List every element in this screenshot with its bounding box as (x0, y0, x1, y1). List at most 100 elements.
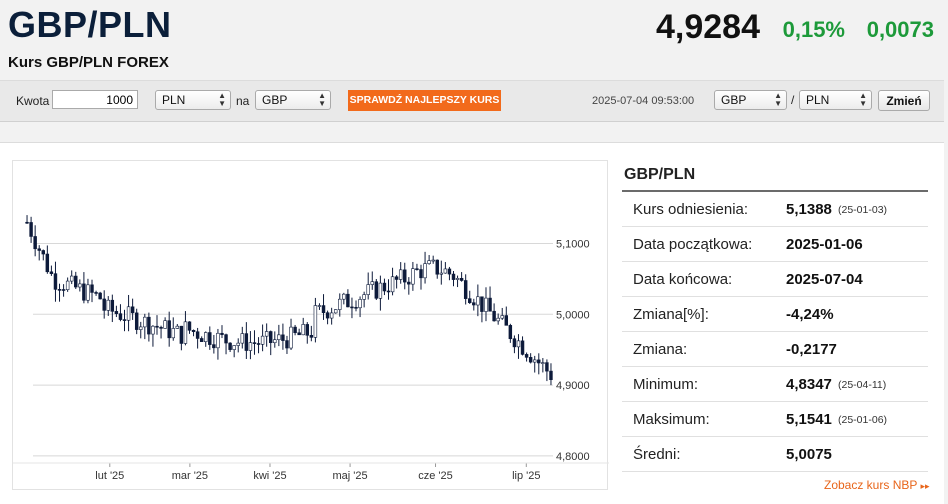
candle-body (102, 298, 106, 311)
candle-body (126, 306, 131, 321)
candle-body (240, 333, 245, 344)
quote-timestamp: 2025-07-04 09:53:00 (592, 95, 695, 107)
candle-body (537, 359, 541, 364)
candle-body (139, 326, 143, 330)
change-pair-button[interactable]: Zmień (878, 90, 930, 111)
change-absolute: 0,0073 (866, 17, 934, 42)
converter-toolbar: Kwota PLN ▲▼ na GBP ▲▼ SPRAWDŹ NAJLEPSZY… (0, 80, 944, 122)
candle-body (220, 332, 224, 335)
candle-body (333, 309, 338, 314)
candle-body (382, 282, 387, 292)
candle-body (130, 306, 135, 314)
candle-body (447, 268, 452, 275)
candle-body (329, 312, 334, 319)
candle-body (468, 298, 472, 303)
candle-body (122, 319, 127, 321)
candle-body (74, 275, 78, 288)
x-tick-label: mar '25 (172, 470, 208, 482)
candle-body (293, 326, 297, 334)
stat-label: Zmiana: (633, 341, 688, 358)
y-tick-label: 5,0000 (556, 309, 590, 321)
nbp-rate-link[interactable]: Zobacz kurs NBP ▸▸ (824, 478, 930, 492)
candle-body (370, 281, 374, 285)
candle-body (179, 325, 184, 344)
candle-body (484, 297, 488, 312)
candle-body (297, 332, 301, 336)
candle-body (354, 307, 358, 309)
candle-body (415, 268, 419, 270)
candle-body (545, 362, 549, 372)
to-currency-select[interactable]: GBP ▲ ▼ (255, 90, 331, 110)
candle-body (500, 315, 504, 319)
quote-currency-value: PLN (806, 93, 830, 107)
stat-value: 5,1388 (786, 201, 832, 218)
stat-row: Data początkowa: 2025-01-06 (622, 227, 928, 262)
candle-body (244, 333, 249, 351)
candle-body (248, 342, 253, 351)
candle-body (301, 324, 305, 336)
candle-body (463, 280, 468, 299)
candle-body (321, 305, 326, 313)
candle-body (398, 269, 403, 280)
candle-body (476, 296, 480, 306)
candle-body (496, 317, 500, 322)
candle-body (78, 283, 82, 288)
candle-body (459, 278, 464, 281)
price-chart: 5,1000 5,0000 4,9000 4,8000 lut '25 mar '25 kw… (12, 160, 609, 490)
candle-body (492, 310, 496, 322)
y-tick-label: 4,9000 (556, 380, 590, 392)
x-tick-label: lut '25 (95, 470, 124, 482)
candle-body (167, 320, 171, 339)
stat-label: Data początkowa: (633, 236, 753, 253)
quote-currency-select[interactable]: PLN ▲ ▼ (799, 90, 872, 110)
x-tick-label: maj '25 (333, 470, 368, 482)
to-currency-value: GBP (262, 93, 288, 107)
nbp-link-label: Zobacz kurs NBP (824, 478, 918, 492)
candle-body (61, 289, 66, 291)
candle-body (159, 326, 163, 329)
candle-body (419, 269, 423, 279)
stat-value: 2025-07-04 (786, 271, 863, 288)
candle-body (216, 332, 220, 349)
candle-body (403, 269, 407, 283)
y-tick-label: 4,8000 (556, 451, 590, 463)
candle-body (325, 312, 330, 319)
candle-body (549, 370, 553, 380)
candle-body (394, 276, 399, 280)
best-rate-button[interactable]: SPRAWDŹ NAJLEPSZY KURS (348, 90, 501, 111)
amount-label: Kwota (16, 94, 50, 108)
candle-body (183, 321, 188, 344)
stat-label: Data końcowa: (633, 271, 733, 288)
stat-row: Średni: 5,0075 (622, 437, 928, 472)
candle-body (411, 268, 415, 285)
select-arrows-icon: ▲ ▼ (774, 91, 782, 108)
candle-body (435, 259, 439, 275)
candle-body (520, 340, 525, 355)
stat-date: (25-04-11) (838, 379, 887, 391)
candle-body (407, 281, 411, 285)
candle-body (143, 316, 147, 328)
from-currency-select[interactable]: PLN ▲ ▼ (155, 90, 231, 110)
stat-label: Zmiana[%]: (633, 306, 709, 323)
candle-body (33, 236, 37, 250)
candle-body (212, 344, 216, 349)
pair-separator: / (791, 93, 795, 107)
stats-title: GBP/PLN (622, 160, 928, 192)
candle-body (528, 357, 533, 363)
stat-value: 4,8347 (786, 376, 832, 393)
candle-body (195, 331, 200, 339)
candle-body (285, 340, 289, 349)
candle-body (374, 281, 379, 299)
candle-body (443, 268, 448, 274)
candle-body (362, 294, 366, 300)
amount-input[interactable] (52, 90, 138, 109)
candle-body (350, 306, 354, 309)
candle-body (472, 302, 476, 306)
candle-body (199, 338, 204, 342)
base-currency-select[interactable]: GBP ▲ ▼ (714, 90, 787, 110)
from-currency-value: PLN (162, 93, 186, 107)
stat-label: Kurs odniesienia: (633, 201, 749, 218)
candle-body (118, 313, 123, 320)
candle-body (204, 332, 208, 342)
candle-body (358, 299, 362, 309)
